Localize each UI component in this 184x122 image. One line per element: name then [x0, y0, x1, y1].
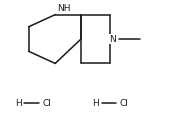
Text: Cl: Cl — [120, 99, 129, 108]
Text: NH: NH — [57, 4, 70, 13]
Text: N: N — [109, 35, 116, 44]
Text: Cl: Cl — [43, 99, 51, 108]
Text: H: H — [92, 99, 99, 108]
Text: H: H — [15, 99, 22, 108]
